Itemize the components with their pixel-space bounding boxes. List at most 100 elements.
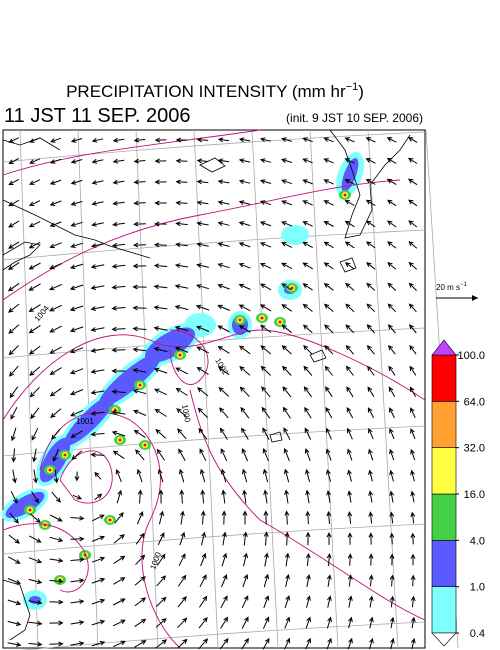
wind-arrow xyxy=(196,221,209,227)
wind-arrow xyxy=(49,641,64,647)
map: 1004 1002 1001 1000 1000 xyxy=(1,129,459,650)
wind-arrow xyxy=(281,283,293,291)
wind-arrow xyxy=(28,262,41,270)
wind-arrow xyxy=(281,158,293,163)
colorbar-label: 64.0 xyxy=(464,396,485,408)
wind-arrow xyxy=(70,536,85,542)
wind-arrow xyxy=(369,616,374,629)
wind-arrow xyxy=(283,427,291,441)
wind-arrow xyxy=(365,137,376,143)
precip-cell xyxy=(341,157,359,193)
wind-arrow xyxy=(389,427,395,440)
wind-arrow xyxy=(91,180,104,185)
wind-arrow xyxy=(410,469,415,482)
reference-exponent: −1 xyxy=(460,282,468,288)
wind-arrow xyxy=(90,327,105,332)
precip-cell xyxy=(238,318,242,322)
wind-arrow xyxy=(132,368,147,373)
wind-arrow xyxy=(347,427,353,440)
wind-arrow xyxy=(10,406,18,420)
wind-arrow xyxy=(90,285,105,290)
wind-arrow xyxy=(132,284,147,290)
wind-arrow xyxy=(91,201,104,206)
wind-arrow xyxy=(302,158,313,164)
contour-label: 1000 xyxy=(180,404,192,424)
wind-arrow xyxy=(90,410,105,416)
wind-arrow xyxy=(281,242,293,248)
wind-arrow xyxy=(221,510,227,525)
longitude-line xyxy=(367,129,399,649)
wind-arrow xyxy=(70,557,85,563)
wind-arrow xyxy=(368,490,374,503)
wind-arrow xyxy=(112,598,126,606)
longitude-line xyxy=(19,129,39,649)
wind-arrow xyxy=(28,345,41,355)
wind-arrow xyxy=(115,468,122,483)
wind-arrow xyxy=(217,221,230,226)
wind-arrow xyxy=(344,158,355,164)
wind-arrow xyxy=(91,243,105,248)
precip-cell xyxy=(64,394,116,446)
wind-arrow xyxy=(153,367,168,374)
wind-arrow xyxy=(132,326,147,332)
wind-arrow xyxy=(50,137,62,143)
wind-arrow xyxy=(259,179,272,184)
wind-arrow xyxy=(238,283,251,290)
wind-arrow xyxy=(387,303,396,313)
wind-arrow xyxy=(220,448,228,462)
precip-cell xyxy=(5,492,45,518)
wind-arrow xyxy=(325,427,332,440)
wind-arrow xyxy=(196,346,210,354)
wind-arrow xyxy=(91,222,104,227)
wind-arrow xyxy=(90,264,105,269)
precip-cell xyxy=(138,383,142,387)
wind-arrow xyxy=(259,263,272,269)
wind-arrow xyxy=(74,471,80,482)
wind-arrow xyxy=(178,448,186,461)
wind-arrow xyxy=(49,387,62,397)
wind-arrow xyxy=(239,386,250,398)
wind-arrow xyxy=(153,305,168,311)
wind-arrow xyxy=(410,532,416,545)
wind-arrow xyxy=(408,241,418,249)
wind-arrow xyxy=(157,468,164,483)
wind-arrow xyxy=(217,325,230,333)
wind-arrow xyxy=(178,468,185,483)
wind-arrow xyxy=(196,137,209,143)
wind-arrow xyxy=(387,241,397,249)
wind-arrow xyxy=(134,640,147,648)
reference-label: 20 m s−1 xyxy=(436,282,468,292)
wind-arrow xyxy=(29,158,41,164)
wind-arrow xyxy=(29,535,42,543)
wind-arrow xyxy=(175,242,188,248)
wind-arrow xyxy=(137,489,143,504)
wind-arrow xyxy=(158,510,164,525)
wind-arrow xyxy=(259,242,272,248)
wind-arrow xyxy=(53,469,59,484)
wind-arrow xyxy=(263,573,270,588)
wind-arrow xyxy=(302,283,313,291)
wind-arrow xyxy=(175,367,189,375)
wind-arrow xyxy=(8,534,20,544)
wind-arrow xyxy=(262,447,269,462)
wind-arrow xyxy=(305,552,311,567)
wind-arrow xyxy=(174,325,189,332)
wind-arrow xyxy=(323,283,334,291)
wind-arrow xyxy=(324,365,333,376)
wind-arrow xyxy=(31,491,39,504)
wind-arrow xyxy=(303,344,313,355)
wind-arrow xyxy=(410,574,416,587)
wind-arrow xyxy=(198,617,208,629)
wind-arrow xyxy=(302,262,313,270)
wind-arrow xyxy=(219,407,229,419)
wind-arrow xyxy=(284,637,291,650)
wind-arrow xyxy=(174,263,189,269)
lat-lon-grid xyxy=(2,129,459,650)
precipitation xyxy=(1,152,364,610)
precip-cell xyxy=(48,468,52,472)
wind-arrow xyxy=(365,220,376,228)
wind-arrow xyxy=(259,221,272,227)
wind-arrow xyxy=(241,595,249,609)
wind-arrow xyxy=(326,510,332,525)
wind-arrow xyxy=(305,489,311,504)
